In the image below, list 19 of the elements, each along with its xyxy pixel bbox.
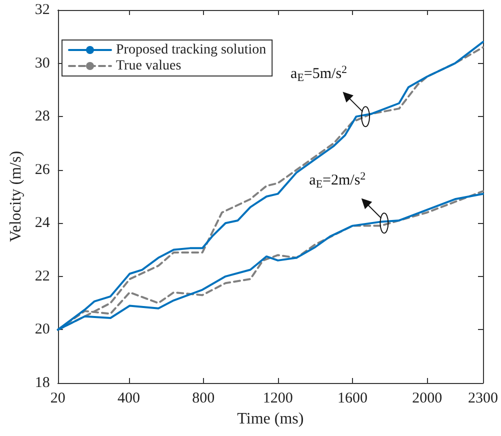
x-tick-label: 20: [50, 390, 66, 406]
x-tick-label: 2000: [412, 390, 442, 406]
x-tick-label: 400: [118, 390, 140, 406]
x-tick-label: 1600: [337, 390, 368, 406]
y-tick-label: 18: [34, 375, 50, 391]
y-tick-label: 30: [34, 55, 50, 72]
y-tick-label: 22: [34, 268, 50, 284]
y-tick-label: 24: [34, 215, 50, 232]
x-axis-title: Time (ms): [237, 410, 304, 428]
y-tick-label: 20: [34, 322, 50, 338]
y-axis-title: Velocity (m/s): [8, 150, 24, 242]
y-tick-label: 32: [34, 2, 50, 18]
x-tick-label: 800: [192, 390, 215, 406]
x-tick-label: 2300: [468, 390, 498, 406]
legend-label: Proposed tracking solution: [116, 42, 266, 58]
legend-label: True values: [116, 58, 182, 74]
y-tick-label: 28: [34, 108, 50, 125]
x-tick-label: 1200: [262, 390, 293, 406]
y-tick-label: 26: [34, 162, 50, 178]
